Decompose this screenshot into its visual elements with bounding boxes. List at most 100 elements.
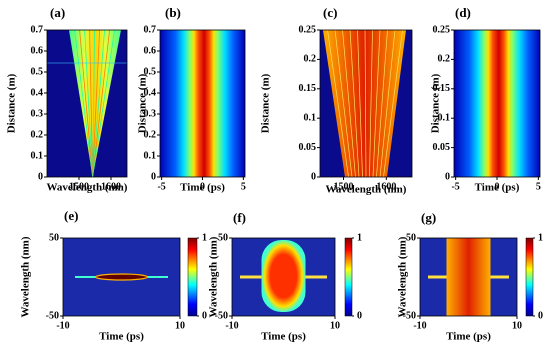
y-tick-label: -50 <box>403 310 416 321</box>
panel-label: (d) <box>455 5 471 20</box>
x-tick-label: 1500 <box>69 181 89 192</box>
plot-frame <box>319 29 413 178</box>
y-tick-label: 0.05 <box>433 142 451 153</box>
spectrum-fringe <box>327 29 349 178</box>
colorbar-tick-label: 1 <box>202 232 207 243</box>
y-tick-label: 0 <box>38 171 43 182</box>
spectrum-fringe <box>92 29 95 178</box>
y-axis-label: Distance (m) <box>260 73 272 133</box>
colorbar-tick-label: 0 <box>202 310 207 321</box>
spectrum-fringe <box>84 29 93 178</box>
x-axis-label: Time (ps) <box>180 182 225 194</box>
plot-frame <box>231 237 336 317</box>
panel-label: (e) <box>64 208 78 223</box>
y-tick-label: 50 <box>218 232 228 243</box>
x-axis-label: Wavelength (nm) <box>326 184 407 196</box>
x-tick-label: 10 <box>330 320 340 331</box>
panel-label: (g) <box>421 210 436 225</box>
spectrum-fringe <box>92 29 105 178</box>
y-tick-label: 0.6 <box>144 45 157 56</box>
x-tick-label: -5 <box>157 181 165 192</box>
x-tick-label: 0 <box>200 181 205 192</box>
x-tick-label: 5 <box>536 181 541 192</box>
y-axis-label: Wavelength (nm) <box>20 236 32 317</box>
y-tick-label: 0.15 <box>433 83 451 94</box>
pulse-spot <box>446 238 491 316</box>
y-axis-label: Distance (m) <box>6 73 18 133</box>
pulse-spot <box>261 240 306 312</box>
x-tick-label: 1600 <box>101 181 121 192</box>
spectrum-band <box>323 30 406 177</box>
y-tick-label: 0.3 <box>144 108 157 119</box>
x-tick-label: 5 <box>241 181 246 192</box>
x-axis-label: Wavelength (nm) <box>47 182 128 194</box>
colorbar-tick-label: 0 <box>538 310 543 321</box>
spectrum-cone <box>69 30 121 177</box>
y-axis-label: Wavelength (nm) <box>397 236 409 317</box>
y-tick-label: 0.1 <box>31 150 44 161</box>
spectrum-fringe <box>92 29 110 178</box>
x-tick-label: 10 <box>175 320 185 331</box>
x-tick-label: -10 <box>413 320 426 331</box>
colorbar-tick-label: 1 <box>357 232 362 243</box>
x-axis-label: Time (ps) <box>475 182 520 194</box>
x-tick-label: 1500 <box>334 181 354 192</box>
spectrum-fringe <box>79 29 93 178</box>
spectrum-fringe <box>89 29 93 178</box>
y-tick-label: 0.1 <box>144 150 157 161</box>
y-tick-label: 0.5 <box>144 66 157 77</box>
y-tick-label: 50 <box>406 232 416 243</box>
colorbar-tick-label: 0 <box>357 310 362 321</box>
spectrum-fringe <box>372 29 381 178</box>
y-tick-label: 0.2 <box>438 54 451 65</box>
spectrum-fringe <box>357 29 363 178</box>
y-tick-label: 50 <box>49 232 59 243</box>
y-axis-label: Wavelength (nm) <box>208 236 220 317</box>
y-tick-label: 0.7 <box>31 24 44 35</box>
panel-label: (f) <box>233 210 246 225</box>
spectrum-fringe <box>369 29 373 178</box>
y-tick-label: 0 <box>311 171 316 182</box>
x-tick-label: -5 <box>451 181 459 192</box>
pulse-band <box>160 30 245 177</box>
x-tick-label: -10 <box>225 320 238 331</box>
y-tick-label: -50 <box>215 310 228 321</box>
plot-frame <box>62 237 181 317</box>
y-tick-label: 0.4 <box>31 87 44 98</box>
y-tick-label: 0 <box>445 171 450 182</box>
spectrum-fringe <box>92 29 100 178</box>
colorbar <box>525 237 534 317</box>
y-axis-label: Distance (m) <box>430 73 442 133</box>
x-tick-label: 0 <box>495 181 500 192</box>
y-tick-label: 0.15 <box>299 83 317 94</box>
x-axis-label: Time (ps) <box>261 331 306 343</box>
y-tick-label: 0.1 <box>304 112 317 123</box>
spectrum-fringe <box>349 29 360 178</box>
x-tick-label: -10 <box>56 320 69 331</box>
x-axis-label: Time (ps) <box>446 331 491 343</box>
pulse-spot <box>94 273 149 281</box>
y-tick-label: 0.7 <box>144 24 157 35</box>
y-tick-label: 0.2 <box>304 54 317 65</box>
colorbar <box>344 237 353 317</box>
y-tick-label: 0.2 <box>31 129 44 140</box>
panel-label: (c) <box>323 5 337 20</box>
spectrum-fringe <box>74 29 93 178</box>
spectrum-fringe <box>92 29 115 178</box>
y-tick-label: 0.1 <box>438 112 451 123</box>
spectrum-fringe <box>379 29 396 178</box>
plot-frame <box>46 29 128 178</box>
y-tick-label: 0.6 <box>31 45 44 56</box>
x-tick-label: 10 <box>512 320 522 331</box>
panel-label: (a) <box>50 5 65 20</box>
panel-label: (b) <box>165 5 181 20</box>
y-tick-label: 0.3 <box>31 108 44 119</box>
plot-frame <box>419 237 518 317</box>
y-tick-label: 0.25 <box>433 24 451 35</box>
colorbar <box>187 237 198 317</box>
spectrum-fringe <box>364 29 367 178</box>
y-tick-label: -50 <box>46 310 59 321</box>
pulse-band <box>454 30 540 177</box>
y-tick-label: 0.05 <box>299 142 317 153</box>
